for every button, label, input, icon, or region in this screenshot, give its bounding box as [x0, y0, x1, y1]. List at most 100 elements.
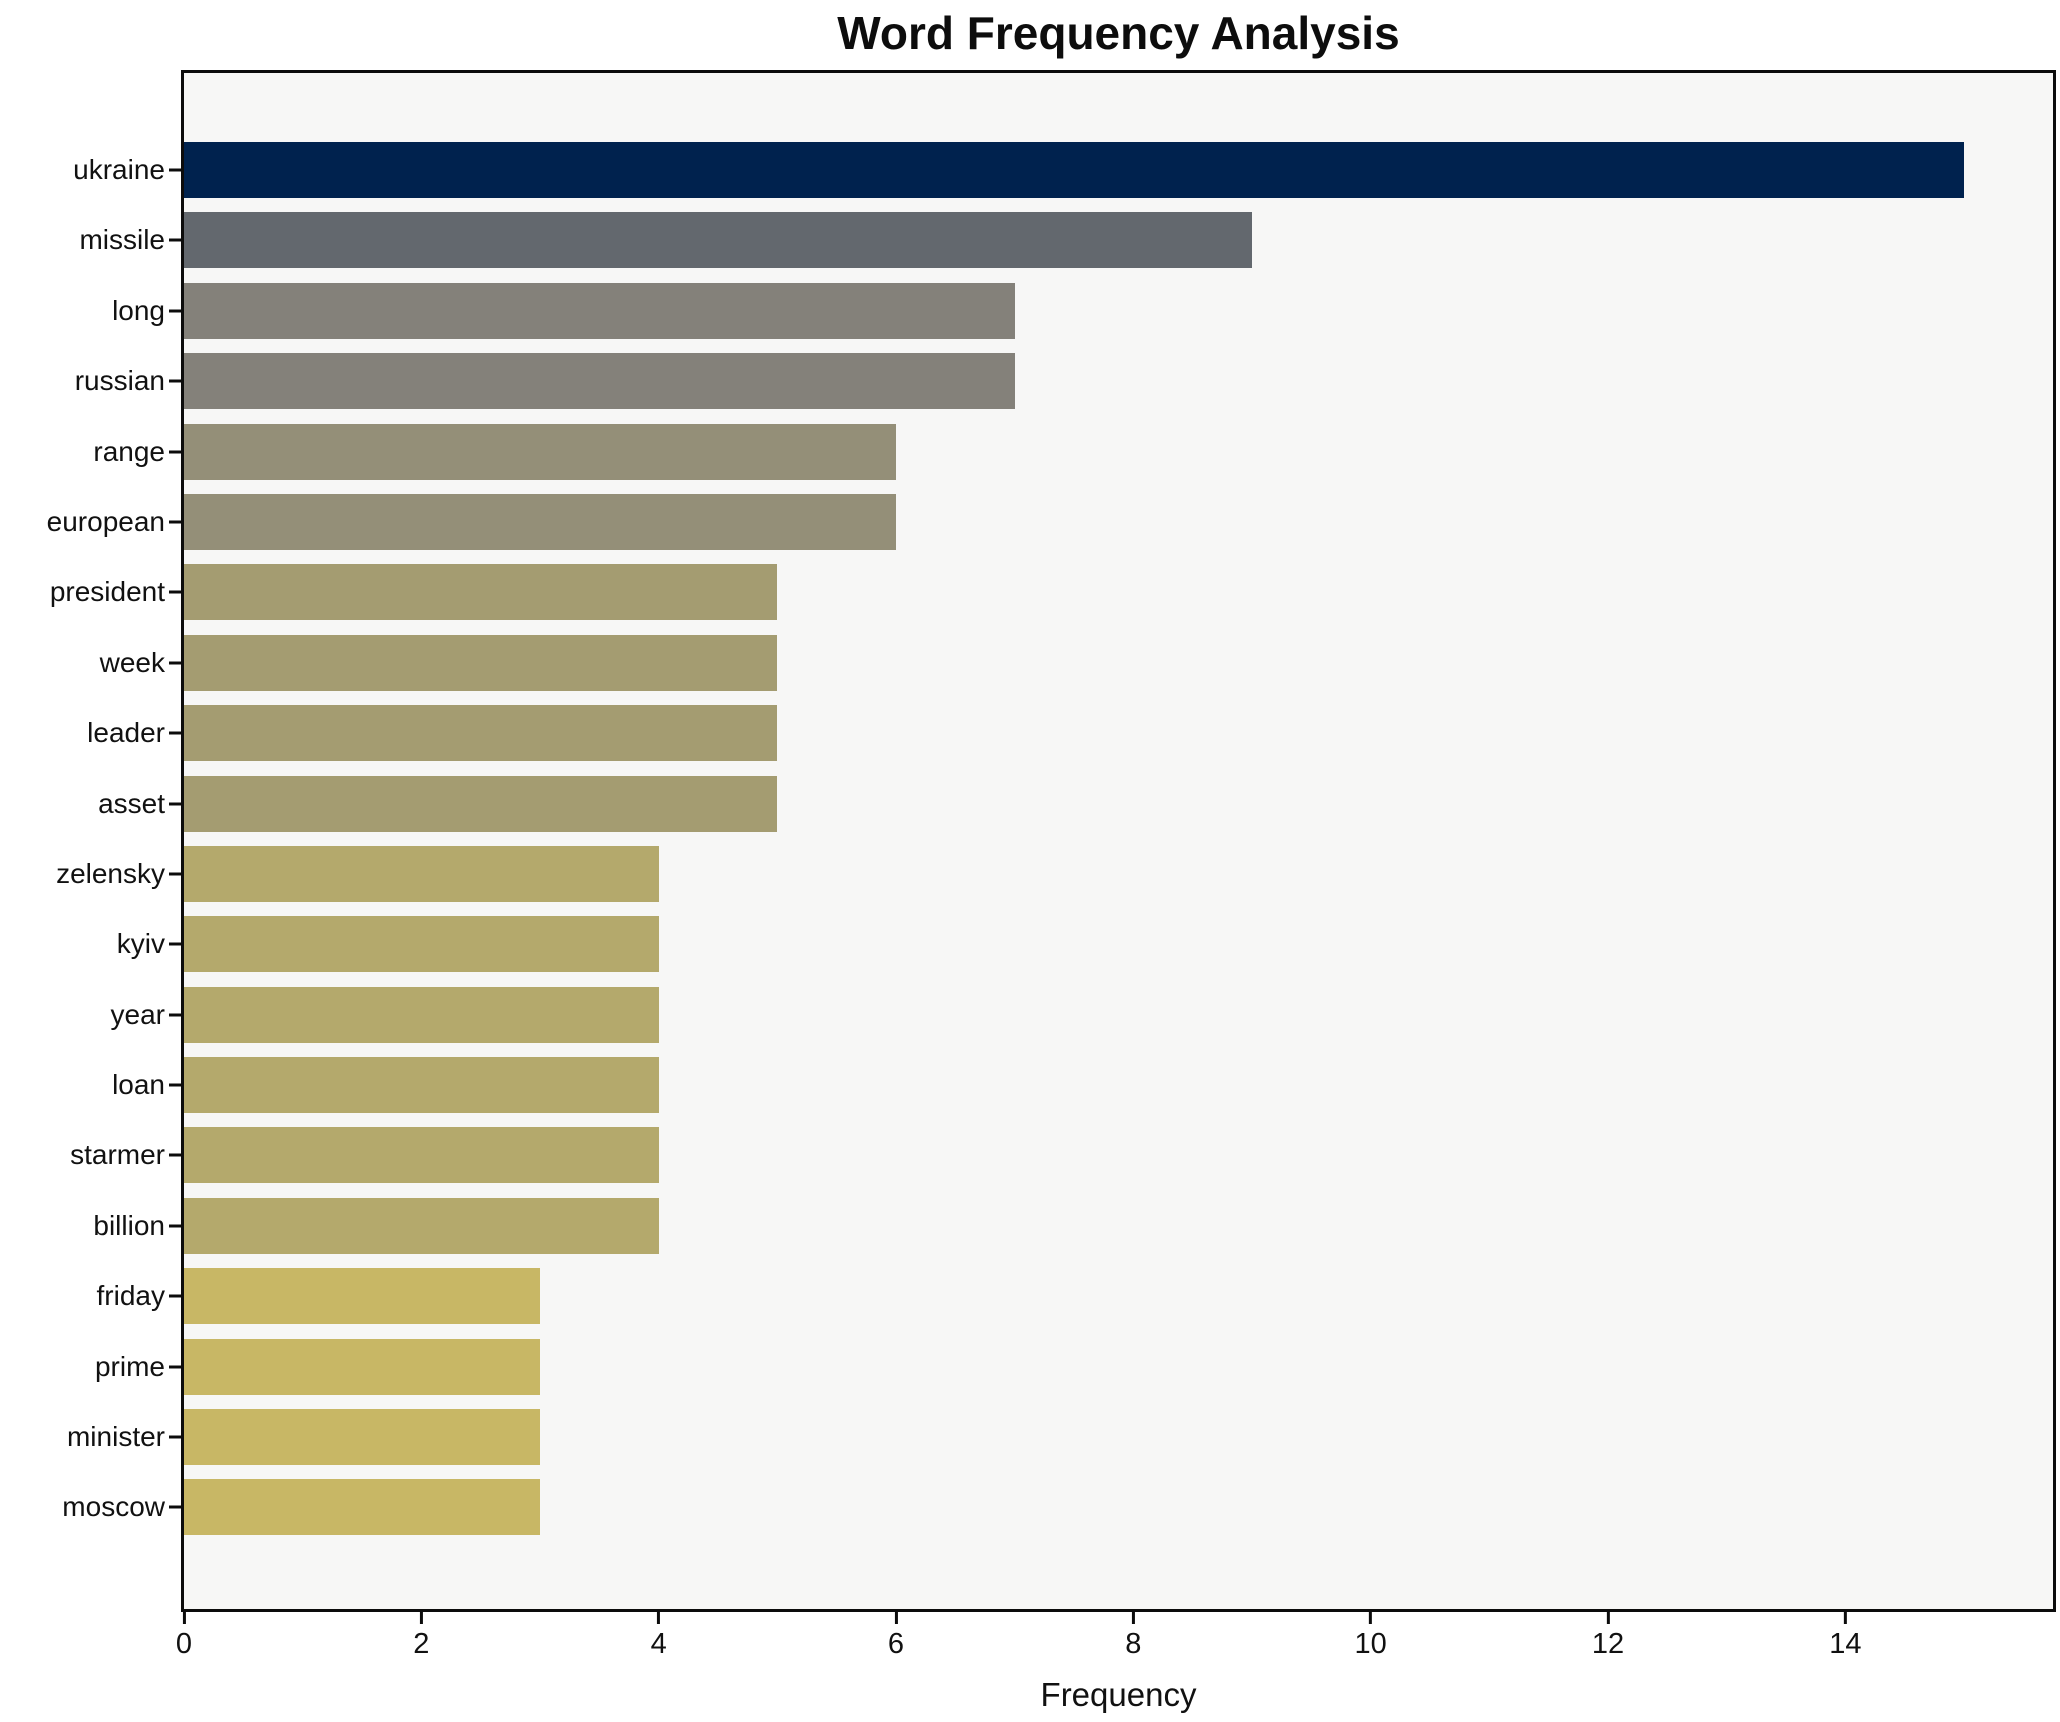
y-tick-mark	[169, 872, 181, 876]
y-tick-mark	[169, 1224, 181, 1228]
bar	[184, 1338, 540, 1395]
x-tick-mark	[1369, 1612, 1373, 1624]
bar-row: ukraine	[73, 142, 2053, 198]
y-tick-label: zelensky	[56, 857, 165, 889]
y-tick-label: range	[93, 435, 165, 467]
y-tick-mark	[169, 1083, 181, 1087]
bar	[184, 353, 1015, 410]
bar-row: moscow	[62, 1479, 2053, 1536]
y-tick-mark	[169, 1153, 181, 1157]
y-tick-label: kyiv	[116, 928, 165, 960]
y-tick-label: ukraine	[73, 154, 165, 185]
bar-row: friday	[97, 1268, 2053, 1325]
bar-row: year	[111, 986, 2053, 1043]
y-tick-mark	[169, 379, 181, 383]
y-tick-label: friday	[96, 1280, 165, 1312]
bar	[184, 282, 1015, 339]
x-tick: 4	[651, 1612, 667, 1659]
y-tick-label: leader	[87, 717, 165, 749]
bar	[184, 564, 778, 621]
bar	[184, 845, 659, 902]
y-tick-label: loan	[112, 1069, 165, 1101]
x-tick-label: 0	[175, 1628, 193, 1660]
x-tick: 14	[1829, 1612, 1861, 1659]
y-tick-label: european	[46, 505, 165, 537]
x-tick-mark	[182, 1612, 186, 1624]
bar-row: range	[93, 423, 2053, 480]
x-tick: 10	[1355, 1612, 1387, 1659]
x-tick-mark	[1606, 1612, 1610, 1624]
y-tick-label: long	[112, 294, 165, 326]
y-tick-mark	[169, 1435, 181, 1439]
bar	[184, 775, 778, 832]
bar	[184, 1197, 659, 1254]
y-tick-mark	[169, 1505, 181, 1509]
bar-row: prime	[95, 1338, 2053, 1395]
bar	[184, 493, 896, 550]
x-tick-mark	[1131, 1612, 1135, 1624]
bar	[184, 705, 778, 762]
y-tick-mark	[169, 450, 181, 454]
bar	[184, 916, 659, 973]
y-tick-mark	[169, 1013, 181, 1017]
y-tick-label: prime	[94, 1350, 165, 1382]
bars-container: ukraine missile long russian range european pr…	[47, 142, 2053, 1536]
x-tick: 8	[1125, 1612, 1141, 1659]
y-tick-mark	[169, 520, 181, 524]
x-tick-label: 2	[413, 1628, 430, 1660]
y-tick-mark	[169, 1365, 181, 1369]
x-tick: 12	[1592, 1612, 1624, 1659]
bar-row: billion	[93, 1197, 2053, 1254]
bar	[184, 1409, 540, 1466]
bar-row: kyiv	[117, 916, 2053, 973]
bar-row: starmer	[70, 1127, 2053, 1184]
x-tick: 6	[888, 1612, 904, 1659]
x-tick: 2	[413, 1612, 429, 1659]
bar-row: missile	[79, 212, 2053, 269]
bar	[184, 1268, 540, 1325]
bar	[184, 423, 896, 480]
x-tick-label: 10	[1354, 1628, 1387, 1660]
bar-row: long	[112, 282, 2053, 339]
x-tick-label: 4	[650, 1628, 667, 1660]
bar-row: russian	[75, 353, 2053, 410]
y-tick-mark	[169, 661, 181, 665]
x-tick-label: 12	[1591, 1628, 1625, 1660]
y-tick-label: president	[49, 576, 165, 608]
bar	[184, 1127, 659, 1184]
y-tick-mark	[169, 1294, 181, 1298]
bar-row: week	[100, 634, 2053, 691]
bar	[184, 212, 1252, 269]
bar-row: leader	[87, 705, 2053, 762]
y-tick-mark	[169, 309, 181, 313]
y-tick-label: minister	[66, 1421, 165, 1453]
bar-row: european	[47, 493, 2053, 550]
y-tick-label: moscow	[62, 1491, 165, 1523]
bar	[184, 1057, 659, 1114]
y-tick-label: week	[99, 646, 165, 678]
bar-row: zelensky	[56, 845, 2053, 902]
bar-row: minister	[67, 1409, 2053, 1466]
y-tick-mark	[169, 590, 181, 594]
x-tick-label: 6	[887, 1628, 905, 1660]
bar-row: president	[50, 564, 2053, 621]
x-tick-mark	[419, 1612, 423, 1624]
x-axis: 0 2 4 6 8 10 12 14	[176, 1612, 2053, 1702]
y-tick-mark	[169, 942, 181, 946]
y-tick-mark	[169, 168, 181, 172]
x-tick-label: 14	[1829, 1628, 1862, 1660]
bar	[184, 986, 659, 1043]
y-tick-label: billion	[93, 1209, 165, 1241]
x-tick-mark	[894, 1612, 898, 1624]
x-tick-label: 8	[1125, 1628, 1142, 1660]
y-tick-mark	[169, 238, 181, 242]
x-axis-label: Frequency	[1040, 1676, 1197, 1713]
bar	[184, 1479, 540, 1536]
bar-row: loan	[112, 1057, 2053, 1114]
chart-title: Word Frequency Analysis	[837, 7, 1400, 59]
y-tick-label: missile	[79, 224, 165, 256]
bar-row: asset	[98, 775, 2053, 832]
x-tick-mark	[657, 1612, 661, 1624]
x-tick-mark	[1843, 1612, 1847, 1624]
